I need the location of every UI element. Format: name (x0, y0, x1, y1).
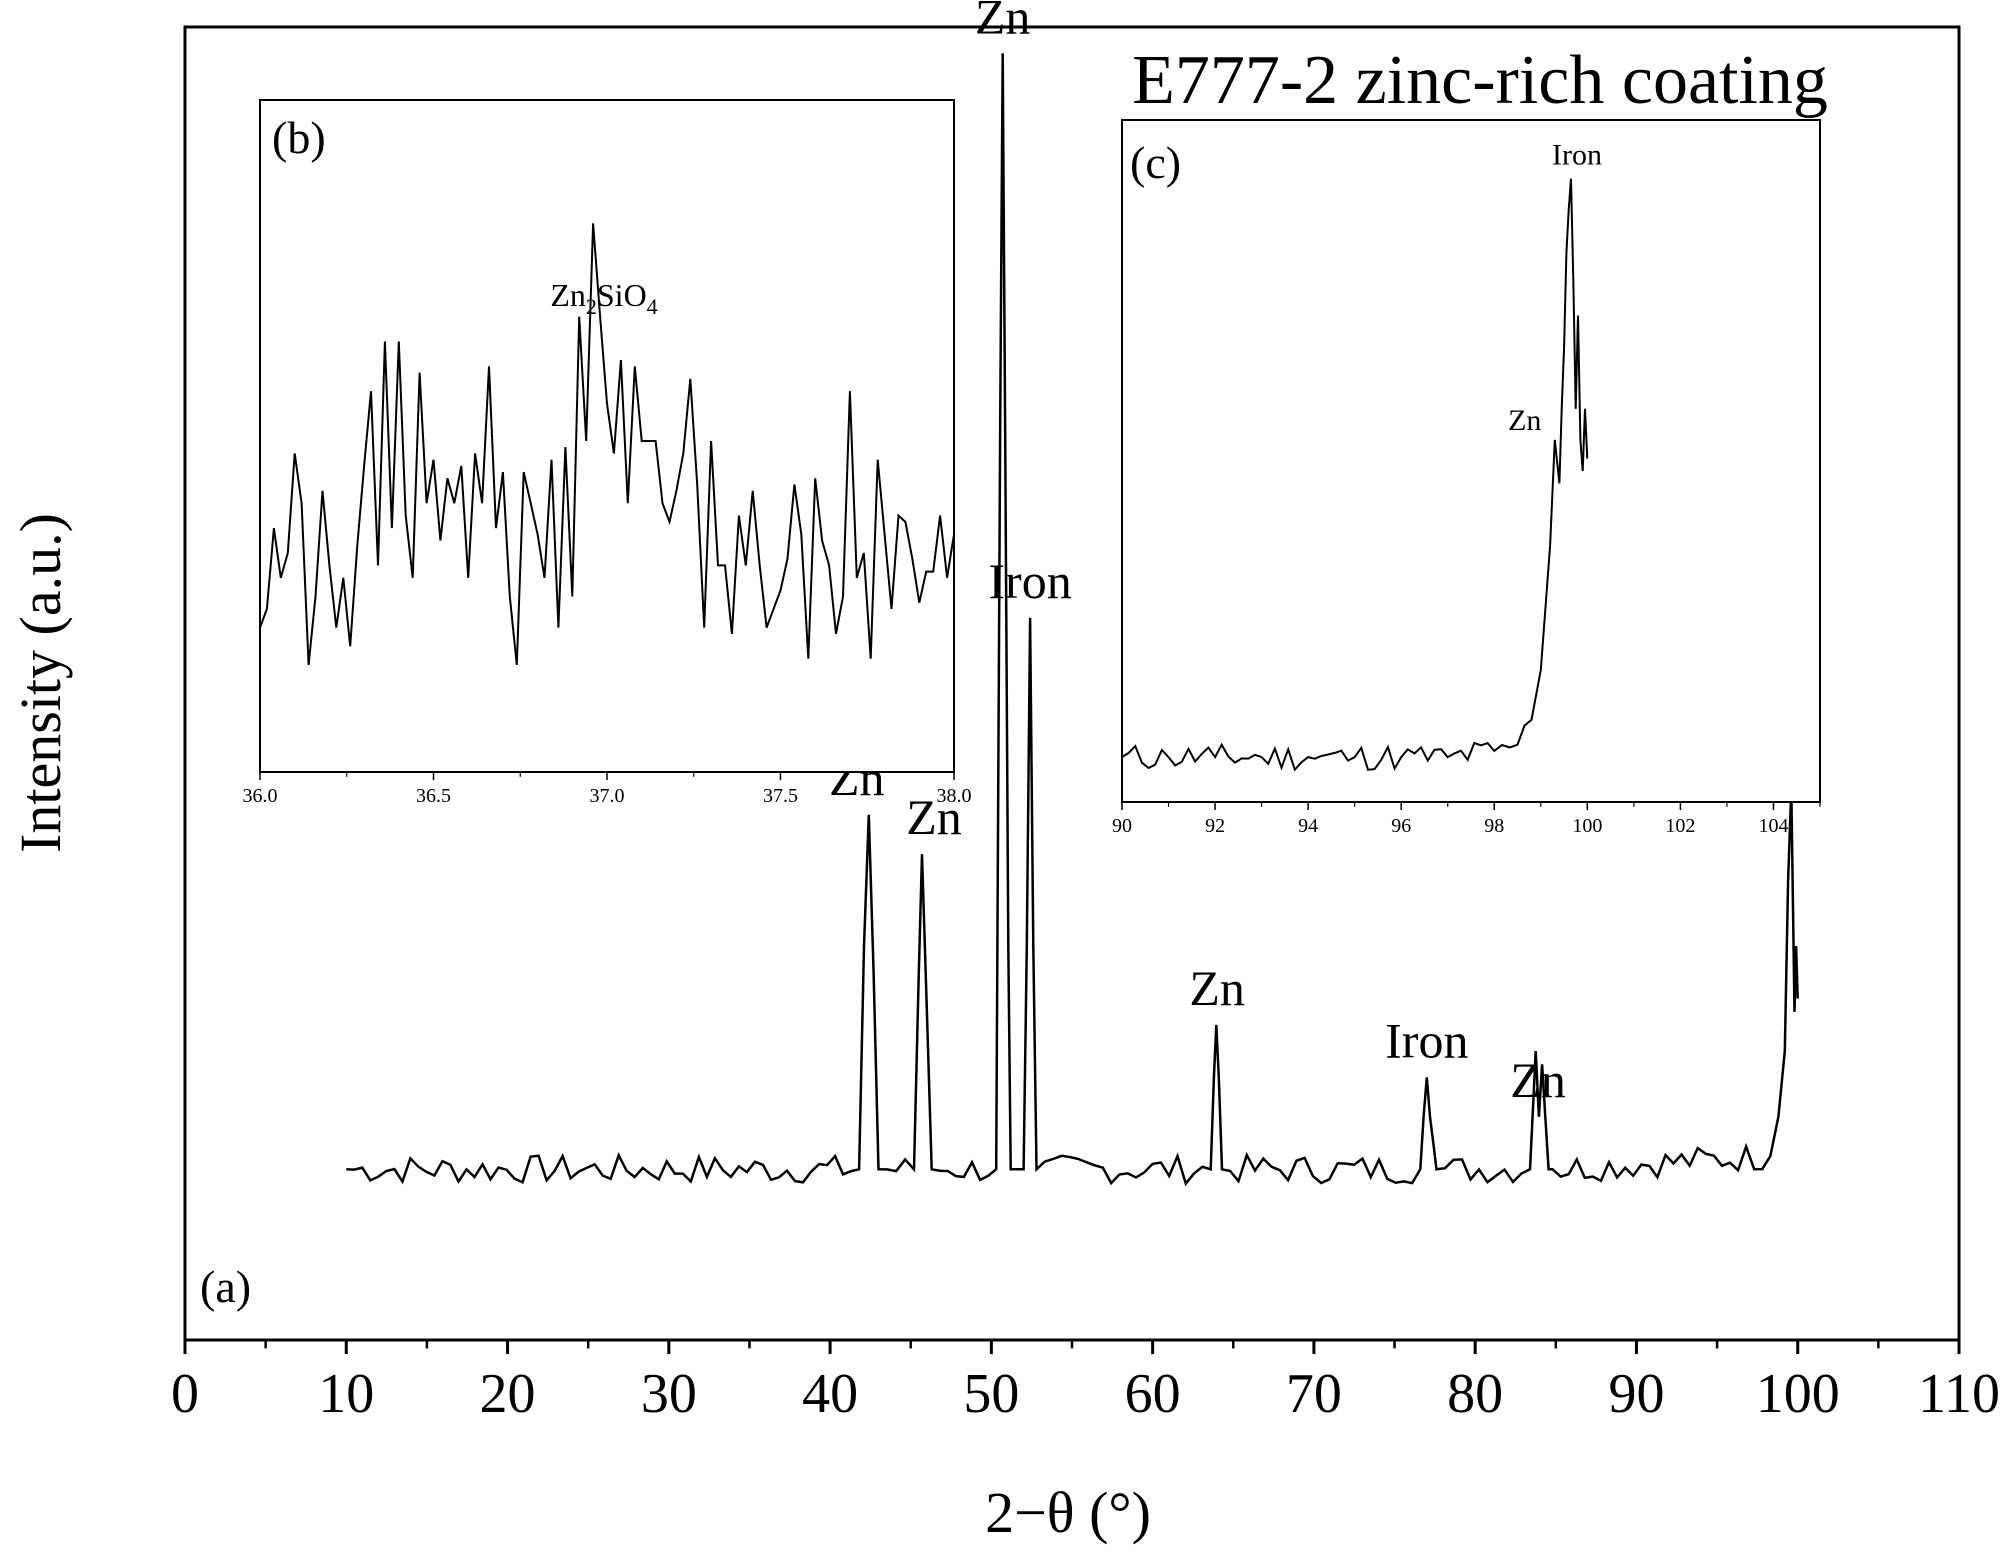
x-tick-label: 36.0 (243, 785, 278, 807)
panel-label-a: (a) (200, 1261, 251, 1312)
x-tick-label: 102 (1665, 815, 1695, 837)
inset-c-x-axis: 90 92 94 96 98 100 102 104 (1112, 802, 1821, 837)
x-tick-label: 70 (1286, 1363, 1342, 1425)
inset-c-series-line (1121, 178, 1589, 772)
x-tick-label: 0 (171, 1363, 199, 1425)
x-tick-label: 96 (1391, 815, 1411, 837)
main-xrd-series-line (346, 53, 1799, 1187)
x-tick-label: 38.0 (937, 785, 972, 807)
inset-c-frame (1121, 119, 1821, 803)
x-tick-label: 104 (1758, 815, 1788, 837)
x-tick-label: 36.5 (416, 785, 451, 807)
x-tick-label: 60 (1125, 1363, 1181, 1425)
peak-label: Zn (906, 789, 962, 845)
peak-label: Zn (1189, 960, 1245, 1016)
x-tick-label: 50 (963, 1363, 1019, 1425)
inset-b-x-axis: 36.0 36.5 37.0 37.5 38.0 (243, 772, 972, 807)
peak-label: Zn (1508, 404, 1541, 437)
inset-c-peak-labels: Iron Zn (1508, 139, 1602, 437)
inset-b-series-line (259, 223, 955, 666)
x-tick-label: 100 (1572, 815, 1602, 837)
main-x-axis: 0 10 20 30 40 50 60 70 80 90 100 110 (171, 1340, 2000, 1425)
x-tick-label: 40 (802, 1363, 858, 1425)
peak-label: Iron (1552, 139, 1602, 172)
peak-label: Iron (988, 553, 1071, 609)
y-axis-title: Intensity (a.u.) (8, 513, 73, 853)
main-peak-labels: Zn Zn Zn Iron Zn Iron Zn (829, 0, 1566, 1108)
x-tick-label: 80 (1447, 1363, 1503, 1425)
x-tick-label: 30 (641, 1363, 697, 1425)
x-tick-label: 20 (480, 1363, 536, 1425)
x-tick-label: 90 (1112, 815, 1132, 837)
x-tick-label: 92 (1205, 815, 1225, 837)
x-tick-label: 10 (318, 1363, 374, 1425)
inset-b-frame (259, 99, 955, 773)
x-tick-label: 100 (1756, 1363, 1840, 1425)
inset-b-peak-label: Zn2SiO4 (550, 277, 657, 319)
x-tick-label: 110 (1918, 1363, 2000, 1425)
chart-title: E777-2 zinc-rich coating (1132, 42, 1828, 119)
x-tick-label: 94 (1298, 815, 1318, 837)
x-tick-label: 90 (1608, 1363, 1664, 1425)
x-tick-label: 37.5 (763, 785, 798, 807)
x-tick-label: 98 (1484, 815, 1504, 837)
x-tick-label: 37.0 (590, 785, 625, 807)
panel-label-c: (c) (1130, 137, 1181, 188)
peak-label: Zn (1510, 1052, 1566, 1108)
peak-label: Iron (1385, 1012, 1468, 1068)
x-axis-title: 2−θ (°) (985, 1480, 1151, 1545)
panel-label-b: (b) (272, 112, 326, 163)
peak-label: Zn (975, 0, 1031, 44)
